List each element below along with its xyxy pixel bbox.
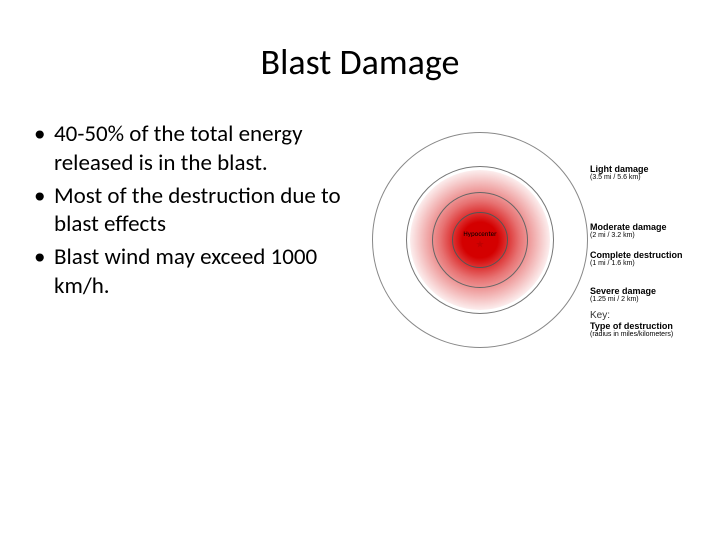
label-light-damage: Light damage (3.5 mi / 5.6 km): [590, 164, 649, 181]
label-sub: (1.25 mi / 2 km): [590, 296, 656, 303]
label-severe-damage: Severe damage (1.25 mi / 2 km): [590, 286, 656, 303]
hypocenter-star-icon: ★: [476, 238, 485, 251]
key-line1: Type of destruction: [590, 321, 673, 331]
ring-container: Hypocenter ★: [370, 130, 590, 350]
label-title: Light damage: [590, 164, 649, 174]
label-title: Severe damage: [590, 286, 656, 296]
label-complete-destruction: Complete destruction (1 mi / 1.6 km): [590, 250, 683, 267]
diagram-key: Key: Type of destruction (radius in mile…: [590, 310, 673, 338]
bullet-item: Most of the destruction due to blast eff…: [30, 182, 360, 240]
label-sub: (3.5 mi / 5.6 km): [590, 174, 649, 181]
page-title: Blast Damage: [0, 40, 720, 84]
bullet-list: 40-50% of the total energy released is i…: [30, 120, 360, 305]
bullet-item: Blast wind may exceed 1000 km/h.: [30, 243, 360, 301]
label-sub: (1 mi / 1.6 km): [590, 260, 683, 267]
key-heading: Key:: [590, 310, 673, 321]
label-title: Complete destruction: [590, 250, 683, 260]
key-line2: (radius in miles/kilometers): [590, 331, 673, 338]
label-moderate-damage: Moderate damage (2 mi / 3.2 km): [590, 222, 667, 239]
label-title: Moderate damage: [590, 222, 667, 232]
blast-diagram: Hypocenter ★ Light damage (3.5 mi / 5.6 …: [370, 130, 720, 390]
label-sub: (2 mi / 3.2 km): [590, 232, 667, 239]
bullet-item: 40-50% of the total energy released is i…: [30, 120, 360, 178]
